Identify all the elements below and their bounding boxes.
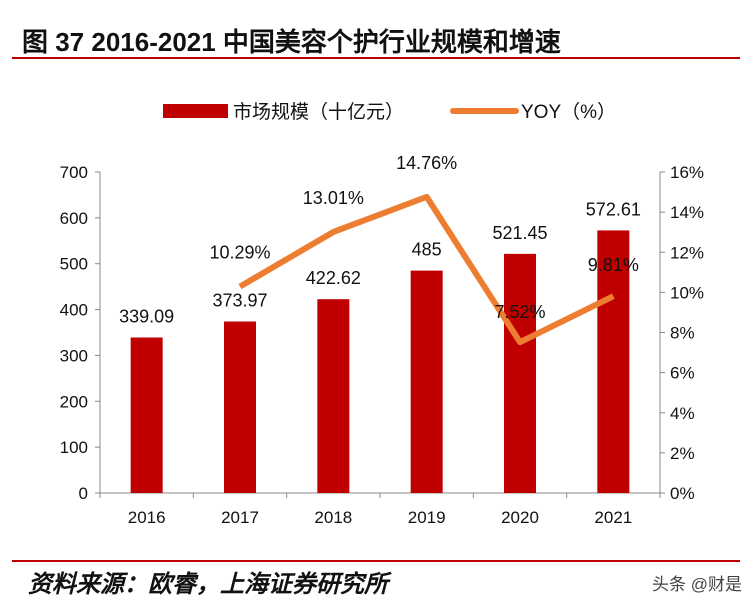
bar-label: 572.61: [586, 199, 641, 219]
bar-label: 521.45: [492, 223, 547, 243]
y2-tick-label: 4%: [670, 404, 695, 423]
y-tick-label: 0: [79, 484, 88, 503]
bar-2016: [130, 337, 163, 493]
x-tick-label: 2016: [128, 508, 166, 527]
source-note: 资料来源：欧睿，上海证券研究所: [28, 569, 388, 598]
x-tick-label: 2018: [314, 508, 352, 527]
x-tick-label: 2017: [221, 508, 259, 527]
x-tick-label: 2020: [501, 508, 539, 527]
y2-tick-label: 12%: [670, 243, 704, 262]
bar-label: 373.97: [212, 291, 267, 311]
line-label: 7.52%: [494, 302, 545, 322]
y-tick-label: 300: [60, 346, 88, 365]
bar-2021: [597, 230, 630, 493]
y-tick-label: 700: [60, 163, 88, 182]
legend-bar-label: 市场规模（十亿元）: [233, 101, 404, 123]
y-tick-label: 200: [60, 392, 88, 411]
bar-2020: [504, 253, 536, 493]
yoy-line: [238, 193, 615, 346]
y-tick-label: 400: [60, 301, 88, 320]
x-tick-label: 2019: [408, 508, 446, 527]
line-label: 10.29%: [209, 243, 270, 263]
watermark: 头条 @财是: [652, 575, 742, 594]
line-label: 14.76%: [396, 153, 457, 173]
line-label: 13.01%: [303, 188, 364, 208]
legend-bar-swatch: [163, 104, 228, 118]
bar-2017: [224, 321, 256, 493]
y2-tick-label: 14%: [670, 203, 704, 222]
legend-line-label: YOY（%）: [521, 101, 616, 123]
y2-tick-label: 0%: [670, 484, 695, 503]
y2-tick-label: 16%: [670, 163, 704, 182]
bar-label: 339.09: [119, 307, 174, 327]
y2-tick-label: 2%: [670, 444, 695, 463]
bar-label: 485: [412, 240, 442, 260]
y2-tick-label: 6%: [670, 364, 695, 383]
x-tick-label: 2021: [594, 508, 632, 527]
line-label: 9.81%: [588, 255, 639, 275]
footer-divider: [12, 560, 740, 562]
bar-2019: [410, 270, 443, 493]
y-tick-label: 600: [60, 209, 88, 228]
bar-label: 422.62: [306, 268, 361, 288]
y2-tick-label: 10%: [670, 283, 704, 302]
figure-title: 图 37 2016-2021 中国美容个护行业规模和增速: [22, 27, 561, 57]
bar-2018: [317, 299, 350, 493]
y-tick-label: 100: [60, 438, 88, 457]
title-divider: [12, 57, 740, 59]
y-tick-label: 500: [60, 255, 88, 274]
y2-tick-label: 8%: [670, 324, 695, 343]
